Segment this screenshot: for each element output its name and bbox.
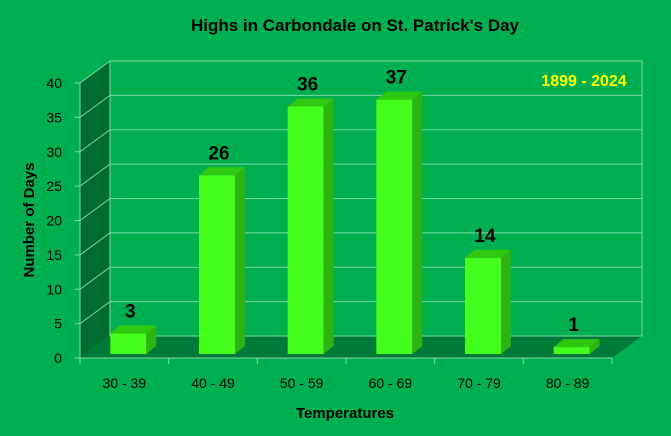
bar-side <box>501 249 511 354</box>
x-tick-label: 50 - 59 <box>280 375 324 391</box>
bar-side <box>146 325 157 354</box>
data-label: 37 <box>386 68 407 89</box>
y-tick-label: 10 <box>46 281 62 297</box>
bar-front <box>553 347 590 354</box>
gridline-side <box>79 94 111 118</box>
bar-side <box>589 339 600 354</box>
x-axis-ticks: 30 - 39 40 - 49 50 - 59 60 - 69 70 - 79 80 - … <box>79 357 613 391</box>
bar <box>465 249 511 354</box>
bar-top <box>553 339 600 348</box>
data-label: 14 <box>474 226 496 247</box>
bar <box>287 98 334 354</box>
y-tick-label: 25 <box>46 178 62 194</box>
bar-top <box>199 167 245 176</box>
bar-top <box>110 325 157 334</box>
bar-side <box>235 167 245 354</box>
data-label: 1 <box>568 315 579 336</box>
y-tick-label: 35 <box>46 109 62 125</box>
bars <box>110 91 600 354</box>
gridline-side <box>79 198 111 221</box>
bar <box>553 339 600 354</box>
y-tick-label: 40 <box>46 75 62 91</box>
data-label: 3 <box>125 301 136 322</box>
bar-front <box>287 106 324 354</box>
x-tick-label: 30 - 39 <box>103 375 147 391</box>
bar-front <box>199 175 235 354</box>
bar-side <box>323 98 334 354</box>
x-tick-label: 80 - 89 <box>546 375 590 391</box>
x-axis-title: Temperatures <box>296 405 394 422</box>
gridline-side <box>79 301 111 325</box>
bar <box>376 91 423 354</box>
y-tick-label: 15 <box>46 247 62 263</box>
y-tick-label: 5 <box>54 316 62 332</box>
bar-top <box>376 91 423 100</box>
y-axis-title: Number of Days <box>21 162 38 277</box>
bar <box>199 167 245 354</box>
gridline-side <box>79 232 111 256</box>
bar-front <box>376 99 413 354</box>
data-labels: 3 26 36 37 14 1 <box>125 68 579 337</box>
gridline-side <box>79 129 111 153</box>
data-label: 26 <box>208 143 229 164</box>
bar-top <box>465 249 511 258</box>
bar <box>110 325 157 354</box>
bar-front <box>110 333 147 354</box>
plot-walls <box>80 60 643 358</box>
bar-front <box>465 257 501 354</box>
y-tick-label: 0 <box>54 350 62 366</box>
gridline-side <box>79 60 111 84</box>
gridline-side <box>79 266 111 290</box>
bar-side <box>412 91 423 354</box>
x-tick-label: 70 - 79 <box>457 375 501 391</box>
gridlines <box>79 60 642 358</box>
y-tick-label: 20 <box>46 213 62 229</box>
bar-top <box>287 98 334 107</box>
x-tick-label: 40 - 49 <box>191 375 235 391</box>
data-label: 36 <box>297 75 318 96</box>
x-tick-label: 60 - 69 <box>369 375 413 391</box>
chart-title: Highs in Carbondale on St. Patrick's Day <box>191 16 520 35</box>
y-axis-ticks: 0 5 10 15 20 25 30 35 40 <box>46 75 80 366</box>
y-tick-label: 30 <box>46 144 62 160</box>
gridline-side <box>79 163 111 187</box>
date-range-annotation: 1899 - 2024 <box>541 73 627 90</box>
